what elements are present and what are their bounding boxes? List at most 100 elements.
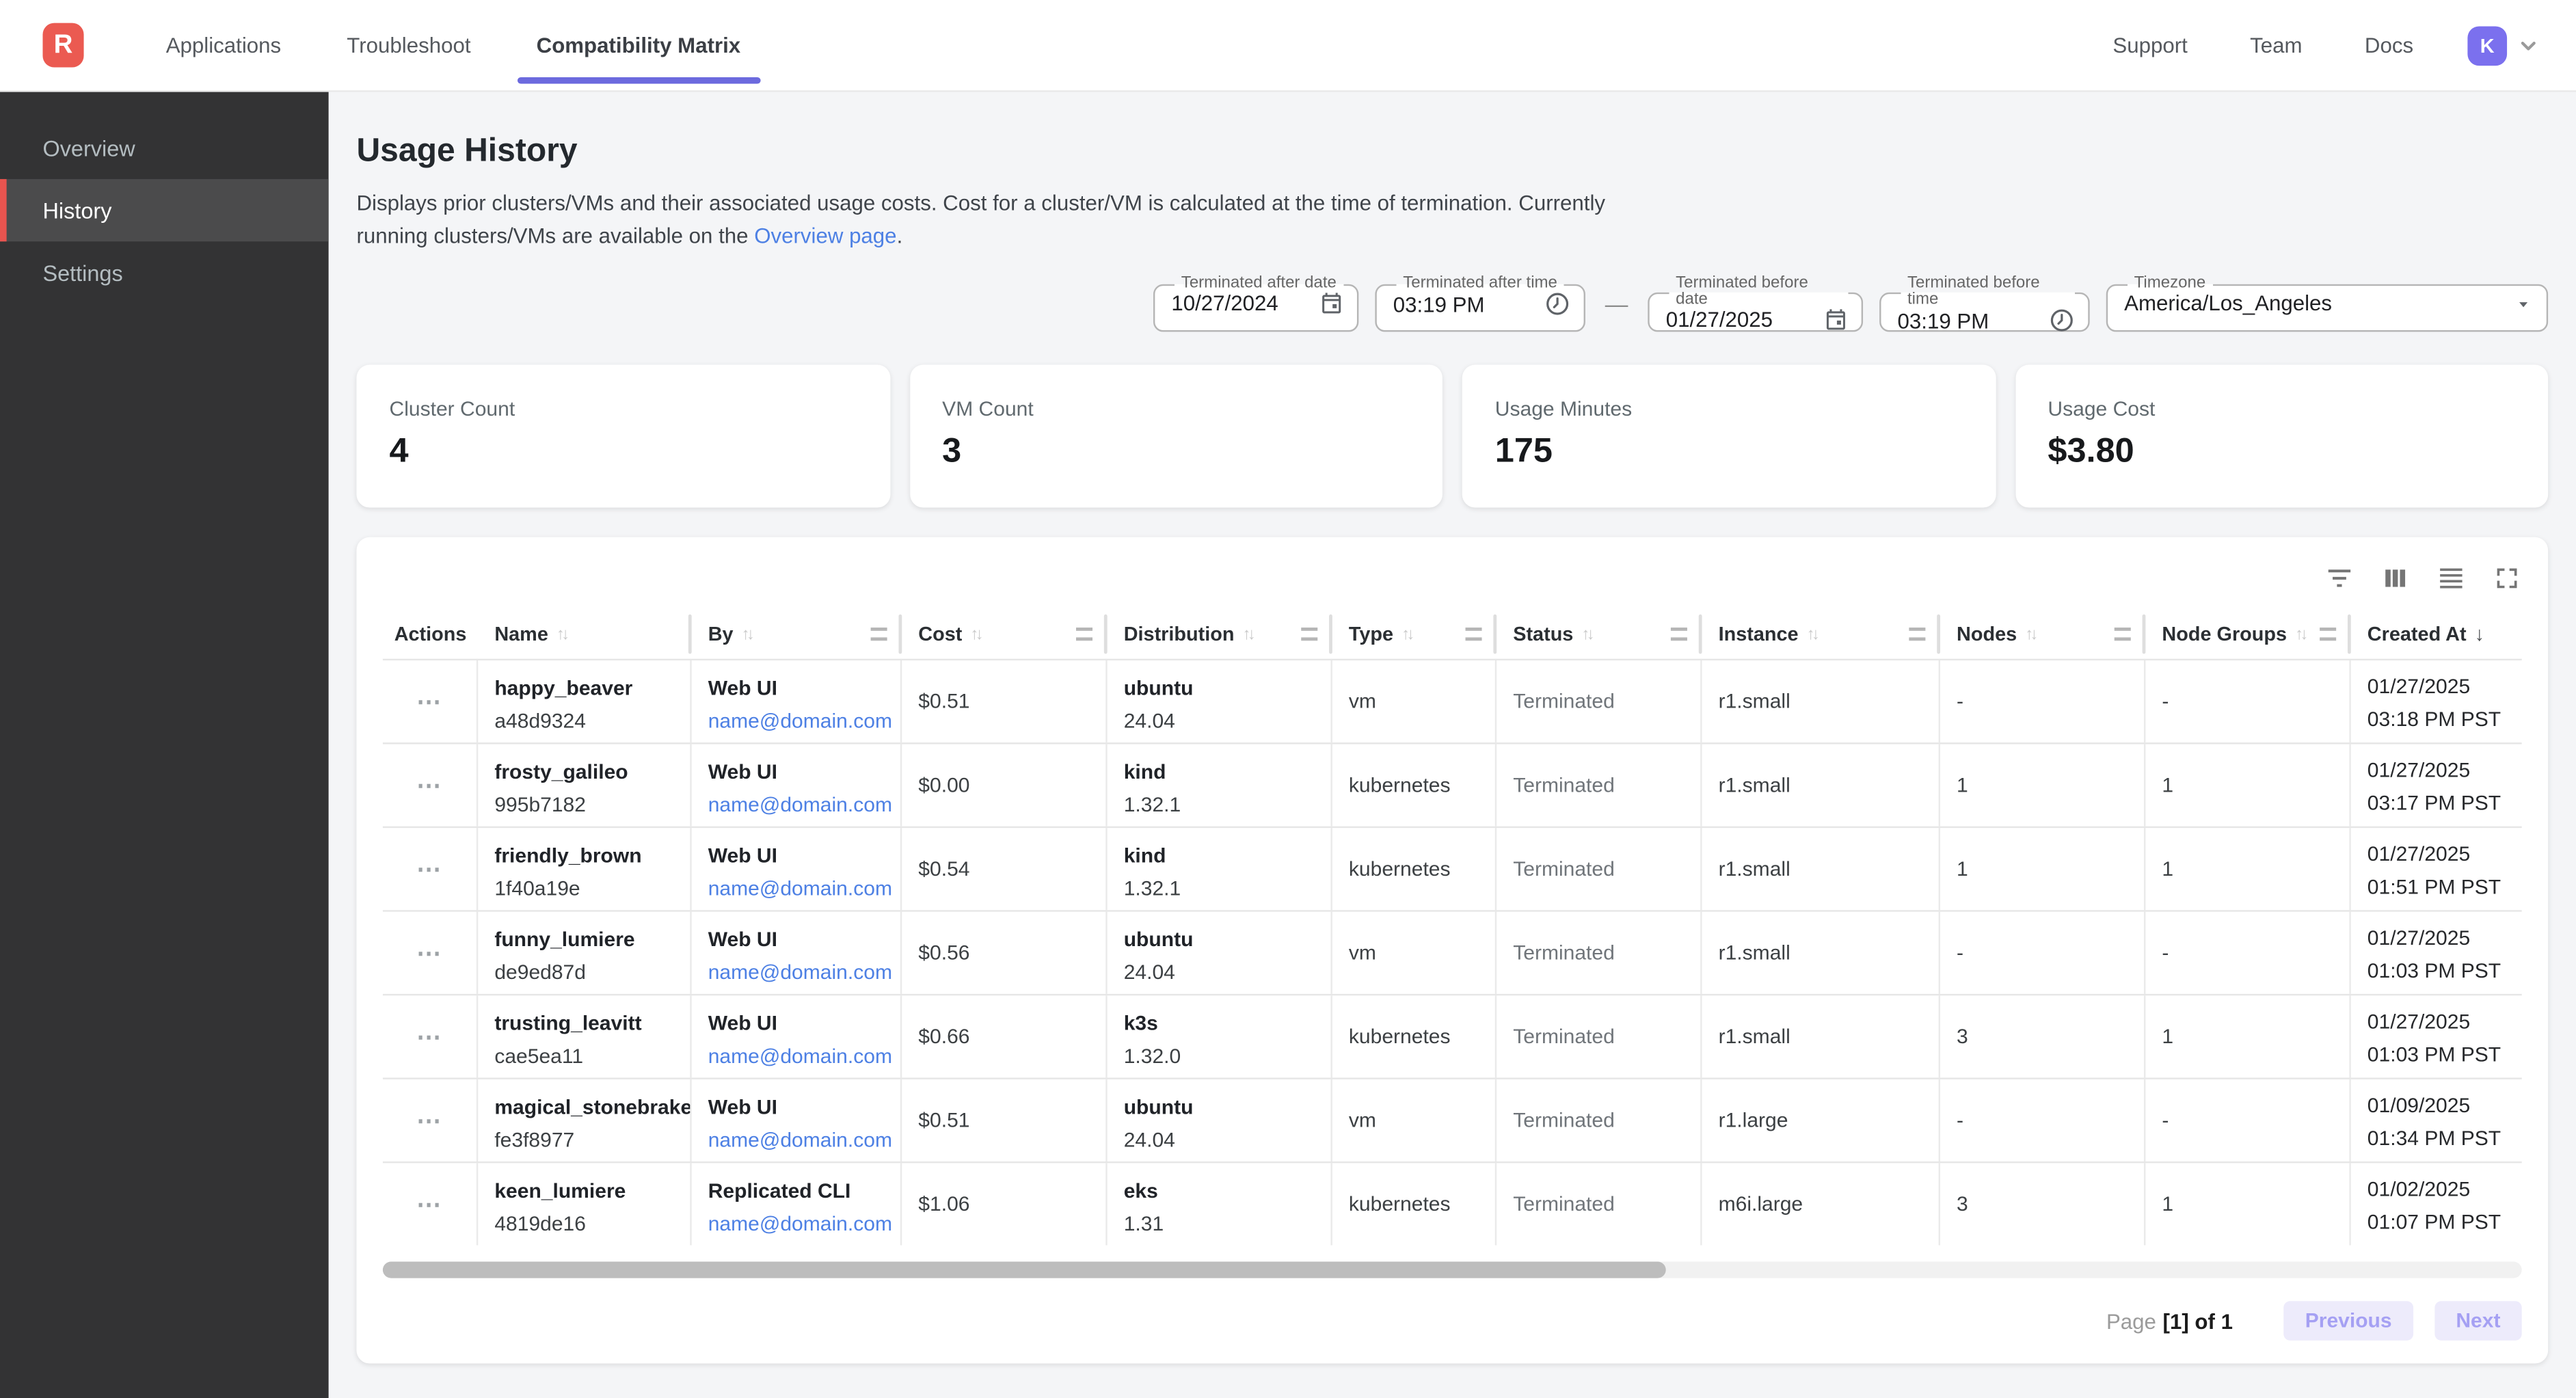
- column-separator[interactable]: [2347, 614, 2351, 654]
- column-header-nodes[interactable]: Nodes ↑↓: [1940, 610, 2146, 659]
- column-header-actions[interactable]: Actions: [383, 610, 478, 659]
- sort-icon[interactable]: ↑↓: [2295, 625, 2308, 643]
- user-avatar[interactable]: K: [2467, 25, 2508, 65]
- sort-icon[interactable]: ↑↓: [1401, 625, 1414, 643]
- column-header-instance[interactable]: Instance ↑↓: [1702, 610, 1941, 659]
- nav-tab-troubleshoot[interactable]: Troubleshoot: [347, 33, 471, 58]
- sort-icon[interactable]: ↑↓: [2025, 625, 2038, 643]
- column-menu-icon[interactable]: [870, 627, 887, 641]
- sidebar-item-history[interactable]: History: [0, 178, 329, 242]
- column-menu-icon[interactable]: [1670, 627, 1687, 641]
- density-icon[interactable]: [2437, 563, 2466, 593]
- actions-ellipsis-icon[interactable]: ⋯: [416, 688, 443, 716]
- timezone-value[interactable]: America/Los_Angeles: [2124, 291, 2333, 316]
- created-at-time: 01:07 PM PST: [2367, 1211, 2501, 1234]
- column-header-cost[interactable]: Cost ↑↓: [902, 610, 1108, 659]
- overview-page-link[interactable]: Overview page: [754, 223, 897, 248]
- nav-tab-applications[interactable]: Applications: [165, 33, 282, 58]
- next-page-button[interactable]: Next: [2434, 1301, 2522, 1341]
- sort-icon[interactable]: ↑↓: [1242, 625, 1256, 643]
- terminated-before-time-value[interactable]: 03:19 PM: [1897, 308, 1989, 333]
- column-header-type[interactable]: Type ↑↓: [1332, 610, 1497, 659]
- column-header-distribution[interactable]: Distribution ↑↓: [1108, 610, 1332, 659]
- sort-icon[interactable]: ↑↓: [556, 625, 569, 643]
- cell-name: magical_stonebraker fe3f8977: [478, 1079, 692, 1161]
- terminated-before-date-value[interactable]: 01/27/2025: [1665, 307, 1773, 332]
- replicated-logo[interactable]: R: [42, 23, 84, 68]
- column-header-name[interactable]: Name ↑↓: [478, 610, 692, 659]
- created-by-email-link[interactable]: name@domain.com: [708, 960, 892, 984]
- scrollbar-thumb[interactable]: [382, 1261, 1667, 1278]
- column-menu-icon[interactable]: [1465, 627, 1482, 641]
- actions-ellipsis-icon[interactable]: ⋯: [416, 939, 443, 968]
- column-menu-icon[interactable]: [2320, 627, 2337, 641]
- columns-icon[interactable]: [2380, 563, 2410, 593]
- clock-icon[interactable]: [1528, 291, 1570, 317]
- nav-link-team[interactable]: Team: [2250, 33, 2303, 58]
- column-header-created-at[interactable]: Created At ↓: [2351, 610, 2522, 659]
- sidebar-item-settings[interactable]: Settings: [42, 260, 123, 285]
- sidebar-item-overview[interactable]: Overview: [42, 135, 135, 161]
- fullscreen-icon[interactable]: [2492, 563, 2521, 593]
- cluster-name: funny_lumiere: [494, 928, 635, 952]
- actions-ellipsis-icon[interactable]: ⋯: [416, 855, 443, 884]
- cell-actions: ⋯: [383, 1079, 479, 1161]
- column-separator[interactable]: [1103, 614, 1108, 654]
- terminated-after-time-label: Terminated after time: [1403, 274, 1557, 293]
- created-by-email-row: name@domain.com: [708, 792, 892, 820]
- sort-icon[interactable]: ↑↓: [1806, 625, 1820, 643]
- column-header-node-groups[interactable]: Node Groups ↑↓: [2145, 610, 2351, 659]
- calendar-icon[interactable]: [1807, 307, 1848, 332]
- actions-ellipsis-icon[interactable]: ⋯: [416, 772, 443, 801]
- sidebar: Overview History Settings: [0, 90, 329, 1398]
- terminated-after-date-value[interactable]: 10/27/2024: [1171, 291, 1278, 316]
- terminated-before-date-field[interactable]: Terminated before date 01/27/2025: [1648, 275, 1864, 332]
- distribution-version: 1.32.0: [1123, 1045, 1181, 1068]
- nav-link-support[interactable]: Support: [2112, 33, 2188, 58]
- sort-icon[interactable]: ↑↓: [1581, 625, 1594, 643]
- sort-desc-icon[interactable]: ↓: [2474, 622, 2484, 646]
- cell-value: vm: [1348, 690, 1376, 713]
- calendar-icon[interactable]: [1303, 291, 1344, 315]
- nav-tab-compatibility-matrix[interactable]: Compatibility Matrix: [504, 0, 774, 90]
- chevron-down-icon[interactable]: [2517, 33, 2540, 57]
- column-header-by[interactable]: By ↑↓: [692, 610, 902, 659]
- column-separator[interactable]: [1493, 614, 1497, 654]
- created-by-email-link[interactable]: name@domain.com: [708, 877, 892, 900]
- created-by-email-link[interactable]: name@domain.com: [708, 1045, 892, 1068]
- terminated-after-date-field[interactable]: Terminated after date 10/27/2024: [1153, 275, 1359, 332]
- actions-ellipsis-icon[interactable]: ⋯: [416, 1191, 443, 1220]
- terminated-before-time-field[interactable]: Terminated before time 03:19 PM: [1879, 275, 2090, 333]
- timezone-select[interactable]: Timezone America/Los_Angeles: [2106, 275, 2549, 332]
- column-menu-icon[interactable]: [1301, 627, 1318, 641]
- previous-page-button[interactable]: Previous: [2283, 1301, 2413, 1341]
- column-separator[interactable]: [1329, 614, 1332, 654]
- column-menu-icon[interactable]: [1909, 627, 1926, 641]
- column-separator[interactable]: [1698, 614, 1702, 654]
- sort-icon[interactable]: ↑↓: [741, 625, 755, 643]
- filter-icon[interactable]: [2324, 563, 2354, 593]
- column-header-status[interactable]: Status ↑↓: [1497, 610, 1702, 659]
- column-separator[interactable]: [2142, 614, 2146, 654]
- sort-icon[interactable]: ↑↓: [970, 625, 983, 643]
- clock-icon[interactable]: [2032, 307, 2075, 333]
- created-by-email-link[interactable]: name@domain.com: [708, 793, 892, 817]
- column-menu-icon[interactable]: [2114, 627, 2131, 641]
- dropdown-arrow-icon[interactable]: [2497, 293, 2534, 313]
- cell-created_at: 01/27/2025 03:18 PM PST: [2351, 660, 2522, 742]
- nav-link-docs[interactable]: Docs: [2364, 33, 2414, 58]
- created-by-email-link[interactable]: name@domain.com: [708, 710, 892, 733]
- created-by-email-link[interactable]: name@domain.com: [708, 1212, 892, 1236]
- cell-by: Replicated CLI name@domain.com: [692, 1163, 902, 1246]
- created-by-email-link[interactable]: name@domain.com: [708, 1128, 892, 1152]
- distribution-version: 1.32.1: [1123, 793, 1181, 817]
- column-separator[interactable]: [1937, 614, 1941, 654]
- terminated-after-time-field[interactable]: Terminated after time 03:19 PM: [1375, 274, 1585, 332]
- cell-created_at: 01/27/2025 01:51 PM PST: [2351, 828, 2522, 910]
- column-separator[interactable]: [898, 614, 902, 654]
- actions-ellipsis-icon[interactable]: ⋯: [416, 1107, 443, 1135]
- actions-ellipsis-icon[interactable]: ⋯: [416, 1023, 443, 1051]
- terminated-after-time-value[interactable]: 03:19 PM: [1393, 291, 1485, 317]
- column-separator[interactable]: [688, 614, 692, 654]
- column-menu-icon[interactable]: [1076, 627, 1093, 641]
